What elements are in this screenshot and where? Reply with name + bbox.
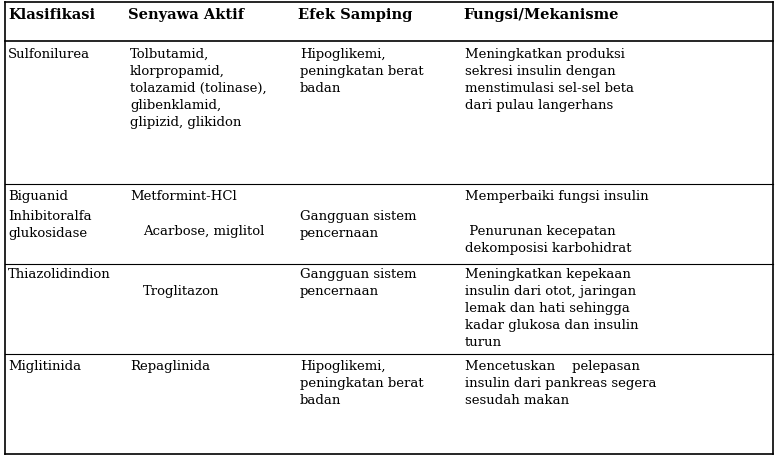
Text: Metformint-HCl: Metformint-HCl [130, 190, 237, 202]
Text: Meningkatkan kepekaan
insulin dari otot, jaringan
lemak dan hati sehingga
kadar : Meningkatkan kepekaan insulin dari otot,… [465, 268, 639, 348]
Text: Thiazolidindion: Thiazolidindion [8, 268, 110, 280]
Text: Inhibitoralfa
glukosidase: Inhibitoralfa glukosidase [8, 210, 92, 240]
Text: Acarbose, miglitol: Acarbose, miglitol [143, 224, 265, 237]
Text: Sulfonilurea: Sulfonilurea [8, 48, 90, 61]
Text: Hipoglikemi,
peningkatan berat
badan: Hipoglikemi, peningkatan berat badan [300, 48, 424, 95]
Text: Mencetuskan    pelepasan
insulin dari pankreas segera
sesudah makan: Mencetuskan pelepasan insulin dari pankr… [465, 359, 657, 406]
Text: Hipoglikemi,
peningkatan berat
badan: Hipoglikemi, peningkatan berat badan [300, 359, 424, 406]
Text: Meningkatkan produksi
sekresi insulin dengan
menstimulasi sel-sel beta
dari pula: Meningkatkan produksi sekresi insulin de… [465, 48, 634, 112]
Text: Senyawa Aktif: Senyawa Aktif [128, 8, 244, 22]
Text: Repaglinida: Repaglinida [130, 359, 210, 372]
Text: Klasifikasi: Klasifikasi [8, 8, 95, 22]
Text: Miglitinida: Miglitinida [8, 359, 81, 372]
Text: Tolbutamid,
klorpropamid,
tolazamid (tolinase),
glibenklamid,
glipizid, glikidon: Tolbutamid, klorpropamid, tolazamid (tol… [130, 48, 267, 129]
Text: Gangguan sistem
pencernaan: Gangguan sistem pencernaan [300, 210, 416, 240]
Text: Memperbaiki fungsi insulin: Memperbaiki fungsi insulin [465, 190, 649, 202]
Text: Penurunan kecepatan
dekomposisi karbohidrat: Penurunan kecepatan dekomposisi karbohid… [465, 224, 632, 254]
Text: Troglitazon: Troglitazon [143, 285, 219, 297]
Text: Efek Samping: Efek Samping [298, 8, 412, 22]
Text: Gangguan sistem
pencernaan: Gangguan sistem pencernaan [300, 268, 416, 297]
Text: Biguanid: Biguanid [8, 190, 68, 202]
Text: Fungsi/Mekanisme: Fungsi/Mekanisme [463, 8, 619, 22]
